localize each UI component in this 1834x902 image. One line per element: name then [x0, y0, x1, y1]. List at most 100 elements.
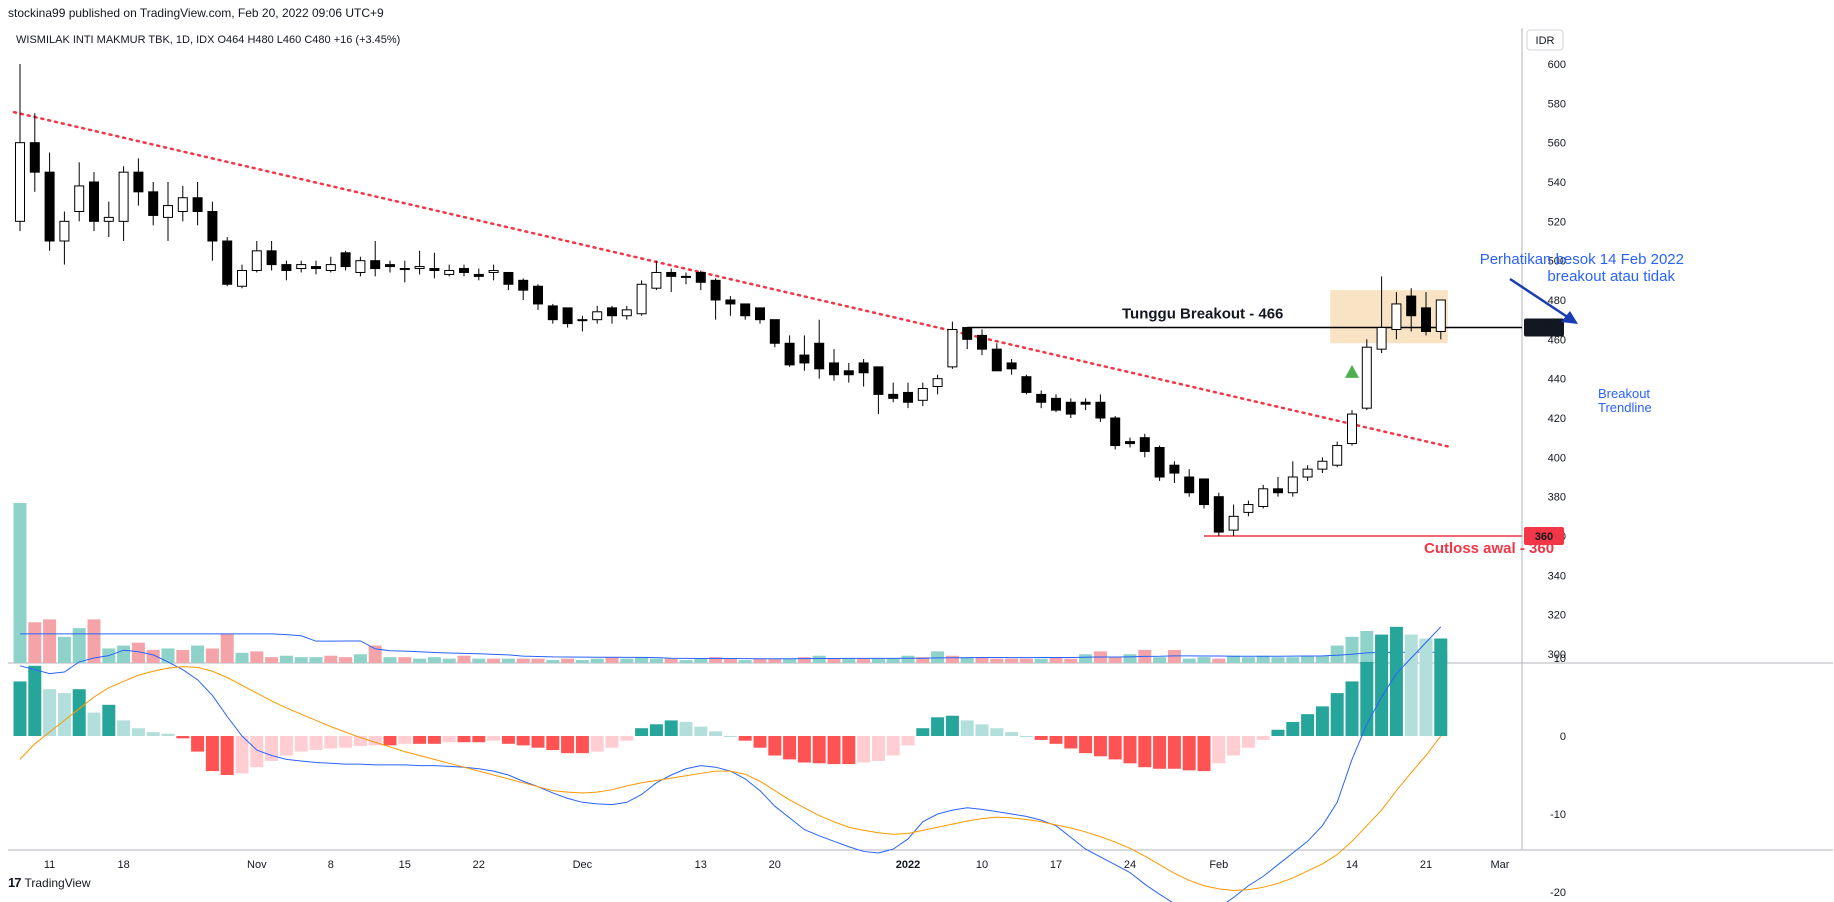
volume-bar	[516, 658, 530, 663]
macd-histogram-bar	[990, 728, 1004, 736]
macd-histogram-bar	[205, 736, 219, 772]
time-tick-label: Feb	[1209, 859, 1228, 871]
volume-bar	[339, 657, 353, 663]
candle-layer	[15, 64, 1446, 536]
candle	[488, 270, 499, 273]
candle	[799, 354, 810, 364]
candle	[74, 185, 85, 212]
candle	[1184, 476, 1195, 494]
macd-histogram-bar	[1034, 736, 1048, 740]
volume-bar	[13, 503, 27, 663]
volume-bar	[931, 651, 945, 663]
volume-bar	[43, 619, 57, 663]
time-tick-label: Dec	[573, 859, 593, 871]
candle	[1332, 445, 1343, 466]
macd-histogram-bar	[1093, 736, 1107, 757]
volume-bar	[457, 655, 471, 663]
candle	[1228, 515, 1239, 531]
candle	[725, 299, 736, 305]
price-badge-466-text: 466	[1535, 323, 1553, 335]
volume-bar	[72, 628, 86, 663]
volume-bar	[383, 657, 397, 663]
candle	[1095, 401, 1106, 419]
macd-histogram-bar	[339, 736, 353, 748]
macd-tick-label: -20	[1550, 887, 1566, 899]
tradingview-logo[interactable]: 17 TradingView	[8, 875, 91, 890]
volume-bar	[472, 658, 486, 663]
macd-histogram-bar	[901, 736, 915, 746]
macd-histogram-bar	[1301, 714, 1315, 736]
candle	[192, 197, 203, 213]
macd-histogram-bar	[827, 736, 841, 765]
candle	[1376, 327, 1387, 350]
candle	[695, 271, 706, 283]
volume-bar	[531, 658, 545, 663]
macd-histogram-bar	[1375, 634, 1389, 736]
time-tick-label: 13	[695, 859, 707, 871]
volume-bar	[886, 658, 900, 663]
macd-histogram-bar	[753, 736, 767, 748]
candle	[769, 319, 780, 344]
macd-histogram-bar	[487, 736, 501, 741]
volume-bar	[398, 657, 412, 663]
downtrend-line	[12, 110, 1450, 448]
volume-bar	[561, 658, 575, 663]
volume-bar	[1108, 657, 1122, 663]
candle	[340, 252, 351, 268]
volume-bar	[783, 658, 797, 663]
time-tick-label: 20	[769, 859, 781, 871]
candle	[607, 307, 617, 317]
macd-histogram-bar	[960, 720, 974, 736]
candle	[89, 181, 99, 222]
macd-histogram-bar	[1123, 736, 1137, 764]
macd-histogram-bar	[72, 689, 86, 736]
candle	[1273, 488, 1283, 494]
candle	[1199, 478, 1209, 506]
candle	[843, 370, 854, 376]
candle	[1406, 295, 1417, 317]
macd-histogram-bar	[561, 736, 575, 754]
note-arrow-line	[1509, 277, 1573, 322]
macd-histogram-bar	[1434, 638, 1448, 736]
volume-bar	[191, 645, 205, 663]
macd-histogram-bar	[1227, 736, 1241, 756]
macd-histogram-bar	[546, 736, 560, 751]
macd-histogram-bar	[1064, 736, 1078, 749]
volume-bar	[501, 658, 515, 663]
time-tick-label: 2022	[896, 859, 920, 871]
time-tick-label: 10	[976, 859, 988, 871]
macd-histogram-bar	[131, 728, 145, 736]
candle	[873, 366, 884, 395]
candle	[621, 309, 632, 317]
volume-bar	[1227, 655, 1241, 663]
candle	[444, 270, 455, 275]
macd-signal-line	[19, 666, 1442, 891]
candle	[1051, 397, 1061, 411]
macd-histogram-bar	[28, 665, 42, 736]
macd-histogram-bar	[1153, 736, 1167, 769]
cutloss-label: Cutloss awal - 360	[1424, 540, 1554, 557]
candle	[503, 271, 514, 285]
note-perhatikan-line2: breakout atau tidak	[1547, 268, 1675, 285]
candle	[473, 273, 484, 277]
volume-bar	[990, 658, 1004, 663]
volume-bar	[1182, 658, 1196, 663]
macd-histogram-bar	[57, 693, 71, 736]
volume-bar	[87, 619, 101, 663]
candle	[666, 271, 677, 277]
price-badge-360	[1524, 527, 1564, 545]
macd-histogram-bar	[368, 736, 382, 746]
volume-bar	[1286, 657, 1300, 663]
macd-histogram-bar	[590, 736, 604, 752]
price-tick-label: 520	[1548, 216, 1566, 228]
macd-histogram-bar	[294, 736, 308, 752]
macd-histogram-bar	[191, 736, 205, 752]
macd-histogram-bar	[842, 736, 856, 765]
macd-histogram-bar	[220, 736, 234, 775]
volume-bar	[131, 642, 145, 663]
candle	[414, 266, 425, 270]
volume-bar	[827, 658, 841, 663]
candle	[518, 279, 529, 291]
price-tick-label: 460	[1548, 334, 1566, 346]
